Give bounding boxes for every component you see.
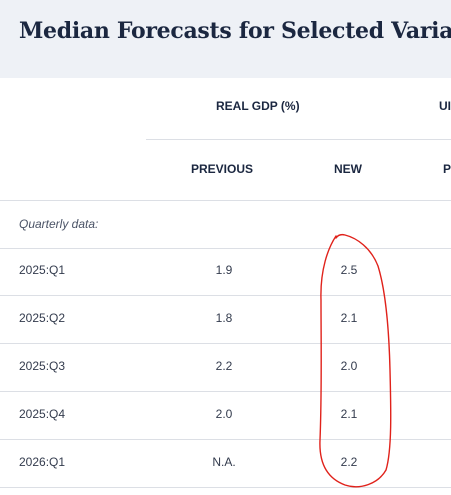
page-title: Median Forecasts for Selected Variables (19, 18, 451, 44)
row-divider (0, 248, 451, 249)
row-divider (0, 343, 451, 344)
row-previous-value: 2.2 (215, 359, 233, 373)
row-previous-value: 1.9 (215, 263, 233, 277)
row-divider (0, 391, 451, 392)
row-period: 2025:Q1 (19, 263, 66, 277)
header-divider (0, 200, 451, 201)
subheader-new: NEW (334, 162, 362, 176)
row-previous-value: 1.8 (215, 311, 233, 325)
row-period: 2025:Q3 (19, 359, 66, 373)
row-new-value: 2.1 (340, 407, 358, 421)
group-header-unemployment: UI (439, 99, 451, 113)
row-divider (0, 487, 451, 488)
row-period: 2025:Q4 (19, 407, 66, 421)
row-previous-value: 2.0 (215, 407, 233, 421)
title-band: Median Forecasts for Selected Variables (0, 0, 451, 78)
forecast-table: REAL GDP (%) UI PREVIOUS NEW P Quarterly… (0, 78, 451, 495)
row-period: 2025:Q2 (19, 311, 66, 325)
row-divider (0, 439, 451, 440)
section-label-quarterly: Quarterly data: (19, 217, 99, 231)
row-previous-value: N.A. (212, 455, 236, 469)
row-new-value: 2.2 (340, 455, 358, 469)
subheader-previous-cut: P (443, 162, 451, 176)
group-header-real-gdp: REAL GDP (%) (216, 99, 300, 113)
row-new-value: 2.0 (340, 359, 358, 373)
subheader-previous: PREVIOUS (191, 162, 254, 176)
row-period: 2026:Q1 (19, 455, 66, 469)
row-divider (0, 295, 451, 296)
row-new-value: 2.5 (340, 263, 358, 277)
group-header-divider (146, 139, 451, 140)
row-new-value: 2.1 (340, 311, 358, 325)
